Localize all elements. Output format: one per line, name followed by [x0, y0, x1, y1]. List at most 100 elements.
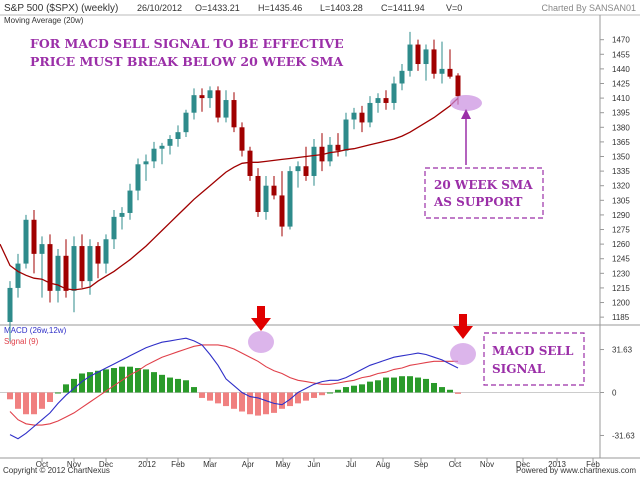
price-tick-label: 1395	[612, 109, 630, 118]
histogram-bar	[135, 368, 141, 393]
histogram-bar	[183, 380, 189, 393]
candle-body	[423, 49, 429, 65]
candle-body	[79, 246, 85, 282]
x-tick-label: May	[275, 460, 290, 469]
header-charted-by: Charted By SANSAN01	[541, 3, 636, 13]
candle-body	[183, 112, 189, 133]
macd-lines	[9, 337, 459, 440]
sma-support-highlight	[450, 95, 482, 111]
macd-line	[9, 337, 459, 440]
histogram-bar	[407, 376, 413, 393]
header-date: 26/10/2012	[137, 3, 182, 13]
header-high: H=1435.46	[258, 3, 302, 13]
candle-body	[63, 255, 69, 291]
x-tick-label: 2013	[548, 460, 566, 469]
candle-body	[311, 146, 317, 176]
histogram-bar	[367, 381, 373, 393]
price-tick-label: 1350	[612, 153, 630, 162]
candle-body	[367, 102, 373, 123]
candle-body	[375, 98, 381, 103]
price-tick-label: 1335	[612, 167, 630, 176]
candle-body	[127, 190, 133, 213]
candlesticks	[7, 31, 461, 342]
histogram-bar	[343, 387, 349, 393]
red-arrow-october	[453, 314, 473, 339]
x-tick-label: Jul	[346, 460, 356, 469]
price-tick-label: 1275	[612, 226, 630, 235]
histogram-bar	[127, 366, 133, 393]
candle-body	[207, 90, 213, 99]
support-arrow-head	[461, 109, 471, 119]
histogram-bar	[255, 392, 261, 416]
histogram-bar	[151, 372, 157, 393]
x-tick-label: Oct	[449, 460, 462, 469]
histogram-bar	[447, 389, 453, 393]
price-tick-label: 1365	[612, 138, 630, 147]
histogram-bar	[47, 392, 53, 403]
histogram-bar	[111, 368, 117, 393]
macd-callout-line2: SIGNAL	[492, 362, 546, 376]
histogram-bar	[375, 380, 381, 393]
histogram-bar	[311, 392, 317, 398]
histogram-bar	[175, 378, 181, 393]
histogram-bar	[143, 369, 149, 393]
price-tick-label: 1245	[612, 255, 630, 264]
candle-body	[247, 150, 253, 176]
histogram-bar	[207, 392, 213, 401]
candle-body	[239, 127, 245, 151]
macd-callout-line1: MACD SELL	[492, 344, 574, 358]
histogram-bar	[271, 392, 277, 413]
macd-tick-label: 0	[612, 389, 617, 398]
footer-copyright: Copyright © 2012 ChartNexus	[3, 466, 110, 475]
histogram-bar	[247, 392, 253, 415]
histogram-bar	[439, 387, 445, 393]
candle-body	[263, 185, 269, 212]
x-tick-label: Oct	[36, 460, 49, 469]
candle-body	[31, 219, 37, 254]
histogram-bar	[7, 392, 13, 400]
histogram-bar	[359, 384, 365, 393]
histogram-bar	[79, 373, 85, 393]
histogram-bar	[191, 387, 197, 393]
histogram-bar	[319, 392, 325, 396]
candle-body	[71, 246, 77, 291]
price-tick-label: 1305	[612, 196, 630, 205]
support-callout-box	[424, 167, 544, 219]
candle-body	[343, 119, 349, 151]
x-axis-ticks: Oct Nov Dec 2012 Feb Mar Apr May Jun Jul Aug Sep Oct…	[36, 458, 600, 469]
sma-line	[0, 97, 459, 291]
histogram-bar	[295, 392, 301, 404]
x-tick-label: Apr	[242, 460, 255, 469]
candle-body	[15, 263, 21, 288]
histogram-bar	[383, 377, 389, 393]
header-volume: V=0	[446, 3, 462, 13]
x-tick-label: Dec	[516, 460, 530, 469]
candle-body	[407, 44, 413, 71]
candle-body	[175, 132, 181, 139]
macd-cross-highlight-april	[248, 331, 274, 353]
price-tick-label: 1290	[612, 211, 630, 220]
headline-line1: FOR MACD SELL SIGNAL TO BE EFFECTIVE	[30, 36, 344, 51]
candle-body	[111, 216, 117, 240]
histogram-bar	[119, 366, 125, 393]
histogram-bar	[455, 392, 461, 394]
candle-body	[167, 138, 173, 146]
macd-legend: MACD (26w,12w)	[4, 326, 67, 335]
candle-body	[55, 255, 61, 291]
x-tick-label: Feb	[171, 460, 185, 469]
macd-tick-label: 31.63	[612, 346, 633, 355]
histogram-bar	[103, 369, 109, 393]
price-tick-label: 1320	[612, 182, 630, 191]
red-arrow-april	[251, 306, 271, 331]
candle-body	[135, 164, 141, 191]
candle-body	[295, 166, 301, 172]
price-tick-label: 1425	[612, 79, 630, 88]
price-tick-label: 1455	[612, 50, 630, 59]
candle-body	[255, 175, 261, 212]
candle-body	[199, 95, 205, 99]
x-tick-label: Sep	[414, 460, 429, 469]
candle-body	[103, 239, 109, 264]
candle-body	[399, 70, 405, 84]
candle-body	[151, 148, 157, 162]
